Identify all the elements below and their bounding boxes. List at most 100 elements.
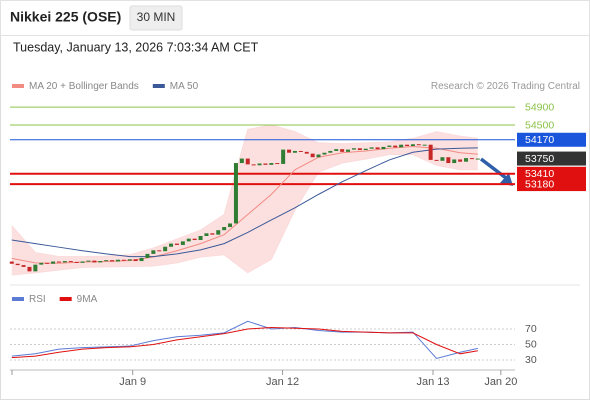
candle	[74, 261, 79, 263]
level-label: 53180	[525, 178, 554, 190]
credit: Research © 2026 Trading Central	[431, 81, 580, 92]
rsi-line	[11, 326, 478, 359]
candle	[56, 261, 61, 263]
level-label: 54170	[525, 134, 554, 146]
candle	[104, 260, 109, 262]
level-box	[517, 151, 586, 166]
candle	[458, 159, 463, 162]
candle	[452, 159, 457, 164]
candle	[322, 152, 327, 155]
level-label: 53750	[525, 153, 554, 165]
level-box	[517, 177, 586, 192]
candle	[133, 259, 138, 262]
candle	[428, 144, 433, 160]
ma-line	[11, 145, 478, 264]
candle	[410, 144, 415, 147]
candle	[416, 144, 421, 146]
candle	[239, 158, 244, 164]
candle	[393, 145, 398, 148]
candle	[346, 149, 351, 152]
candle	[15, 263, 20, 266]
timestamp: Tuesday, January 13, 2026 7:03:34 AM CET	[13, 40, 259, 54]
candle	[39, 262, 44, 265]
candle	[304, 151, 309, 154]
rsi-line	[11, 320, 478, 360]
candle	[151, 250, 156, 254]
candle	[251, 164, 256, 166]
interval-button[interactable]	[129, 5, 183, 31]
interval-label[interactable]: 30 MIN	[137, 10, 176, 24]
candle	[275, 163, 280, 165]
candle	[115, 259, 120, 262]
x-tick-label: Jan 9	[119, 376, 146, 388]
candle	[92, 260, 97, 263]
candle	[292, 150, 297, 153]
candle	[334, 149, 339, 151]
candle	[475, 158, 480, 160]
legend-label: MA 50	[170, 81, 199, 92]
candle	[381, 146, 386, 150]
candle	[281, 149, 286, 164]
candle	[363, 148, 368, 151]
candle	[62, 261, 67, 263]
x-tick-label: Jan 12	[266, 376, 299, 388]
legend-label: 9MA	[77, 294, 98, 305]
level-label: 54900	[525, 101, 554, 113]
candle	[287, 149, 292, 153]
x-tick-label: Jan 13	[416, 376, 449, 388]
candle	[245, 158, 250, 165]
candle	[180, 241, 185, 245]
candle	[357, 148, 362, 151]
candle	[80, 261, 85, 263]
candle	[51, 261, 56, 264]
candle	[434, 159, 439, 161]
candle	[446, 157, 451, 164]
title: Nikkei 225 (OSE)	[10, 9, 121, 25]
candle	[27, 266, 32, 272]
candle	[186, 238, 191, 242]
candle	[340, 149, 345, 152]
candle	[198, 236, 203, 241]
candle	[139, 257, 144, 262]
candle	[145, 253, 150, 258]
candle	[405, 144, 410, 147]
candle	[86, 260, 91, 262]
y-tick-label: 30	[525, 354, 537, 366]
candle	[98, 261, 103, 263]
candle	[228, 223, 233, 228]
candle	[21, 265, 26, 267]
candle	[469, 158, 474, 160]
legend-swatch	[12, 84, 24, 88]
legend-label: RSI	[29, 294, 46, 305]
candle	[298, 150, 303, 152]
candle	[351, 148, 356, 150]
candle	[33, 264, 38, 272]
candle	[45, 262, 50, 264]
band-fill	[11, 124, 478, 275]
candle	[68, 261, 73, 263]
level-box	[517, 132, 586, 147]
candle	[263, 163, 268, 165]
x-tick-label: Jan 20	[484, 376, 517, 388]
level-label: 54500	[525, 119, 554, 131]
candle	[174, 243, 179, 245]
candle	[216, 230, 221, 235]
legend-label: MA 20 + Bollinger Bands	[29, 81, 139, 92]
header-bar	[0, 0, 590, 36]
candle	[169, 243, 174, 247]
candle	[257, 163, 262, 166]
candle	[233, 163, 238, 224]
y-tick-label: 50	[525, 338, 537, 350]
candle	[210, 233, 215, 235]
candle	[375, 147, 380, 150]
candle	[387, 145, 392, 147]
candle	[328, 150, 333, 153]
candle	[269, 163, 274, 165]
candle	[204, 233, 209, 236]
candle	[163, 246, 168, 252]
level-label: 53410	[525, 168, 554, 180]
candle	[157, 250, 162, 252]
candle	[121, 259, 126, 261]
